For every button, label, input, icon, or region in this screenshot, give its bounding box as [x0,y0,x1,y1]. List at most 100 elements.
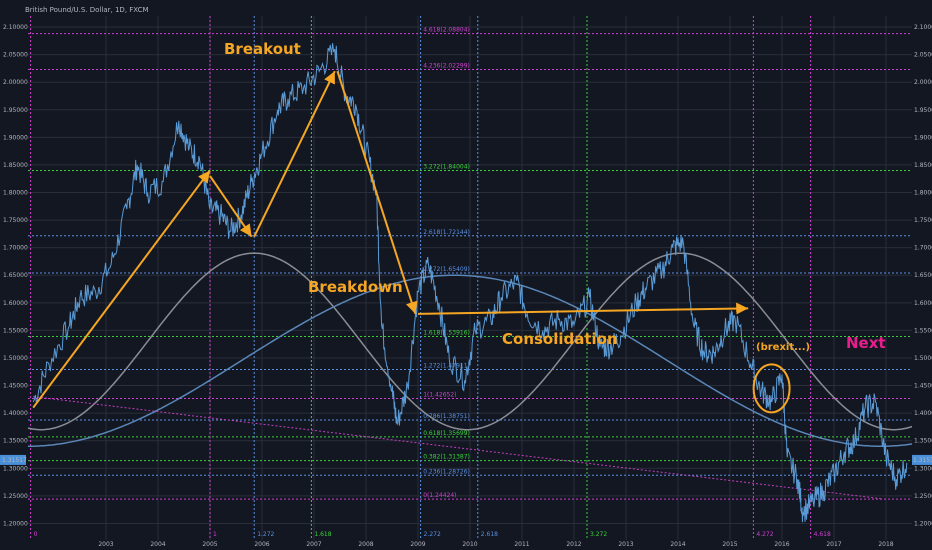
x-tick-label: 2016 [774,541,789,548]
x-tick-label: 2014 [670,541,685,548]
fib-level-label: 0(1.24424) [423,492,456,499]
trend-arrow [209,175,253,238]
overlays [27,252,913,500]
y-tick-label-left: 1.45000 [3,383,28,390]
y-tick-label-right: 1.35000 [914,438,932,445]
x-tick-label: 2004 [150,541,165,548]
y-tick-label-right: 1.40000 [914,410,932,417]
grid [28,16,912,540]
time-fib-label: 2.272 [424,531,441,538]
y-tick-label-right: 1.95000 [914,107,932,114]
time-fib-label: 3.272 [590,531,607,538]
y-tick-label-right: 2.00000 [914,79,932,86]
y-tick-label-right: 1.90000 [914,134,932,141]
y-tick-label-left: 1.75000 [3,217,28,224]
fib-level-label: 0.786(1.38751) [423,413,470,420]
x-tick-label: 2003 [98,541,113,548]
cycle-curve-short [27,252,913,431]
y-tick-label-right: 1.85000 [914,162,932,169]
y-tick-label-left: 1.80000 [3,190,28,197]
y-tick-label-left: 2.00000 [3,79,28,86]
time-fib-label: 1.618 [314,531,331,538]
last-price-badge-left [0,454,26,465]
x-tick-label: 2007 [306,541,321,548]
annotation-text: Consolidation [502,330,618,348]
x-axis: 2003 2004 2005 2006 2007 2008 2009 2010 2011 2012… [98,541,893,548]
y-tick-label-left: 1.90000 [3,134,28,141]
last-price-label-left: 1.31517 [2,457,27,464]
fib-level-label: 0.236(1.28726) [423,468,470,475]
x-tick-label: 2017 [826,541,841,548]
fib-level-label: 0.618(1.35699) [423,430,470,437]
annotation-text: Breakdown [308,278,403,296]
annotation-text: (brexit...) [756,342,810,353]
y-tick-label-left: 1.85000 [3,162,28,169]
y-axis: 2.10000 2.10000 2.05000 2.05000 2.00000 2.000… [0,24,932,527]
x-tick-label: 2008 [358,541,373,548]
y-tick-label-left: 1.20000 [3,520,28,527]
fib-level-label: 1(1.42652) [423,392,456,399]
y-tick-label-right: 1.70000 [914,245,932,252]
y-tick-label-left: 1.30000 [3,465,28,472]
y-tick-label-right: 1.80000 [914,190,932,197]
time-fib-label: 1 [213,531,217,538]
time-fib-label: 1.272 [257,531,274,538]
x-tick-label: 2011 [514,541,529,548]
x-tick-label: 2018 [878,541,893,548]
fib-level-label: 1.618(1.53916) [423,329,470,336]
fib-level-label: 0.382(1.31387) [423,454,470,461]
y-tick-label-left: 1.40000 [3,410,28,417]
y-tick-label-left: 1.35000 [3,438,28,445]
y-tick-label-right: 1.60000 [914,300,932,307]
y-tick-label-right: 2.05000 [914,52,932,59]
cycle-curve-long [28,274,913,447]
fib-level-label: 4.236(2.02299) [423,63,470,70]
annotations: Breakout Breakdown Consolidation (brexit...… [32,40,886,414]
time-fib-label: 4.618 [814,531,831,538]
fib-level-label: 3.272(1.84004) [423,163,470,170]
time-fib-label: 4.272 [756,531,773,538]
brexit-circle [752,363,791,414]
y-tick-label-right: 1.65000 [914,272,932,279]
series [32,43,908,523]
y-tick-label-right: 1.30000 [914,465,932,472]
y-tick-label-right: 1.20000 [914,520,932,527]
y-tick-label-right: 1.25000 [914,493,932,500]
y-tick-label-right: 1.55000 [914,327,932,334]
fib-level-label: 2.272(1.65409) [423,266,470,273]
last-price-badge-right [912,454,932,465]
fib-levels: 4.618(2.08804) 4.236(2.02299) 3.272(1.8400… [28,27,912,500]
trend-arrow [417,302,749,315]
x-tick-label: 2005 [202,541,217,548]
y-tick-label-left: 1.65000 [3,272,28,279]
x-tick-label: 2009 [410,541,425,548]
y-tick-label-right: 1.50000 [914,355,932,362]
x-tick-label: 2012 [566,541,581,548]
fib-level-label: 2.618(1.72144) [423,229,470,236]
time-fib-label: 0 [34,531,38,538]
y-tick-label-right: 1.45000 [914,383,932,390]
x-tick-label: 2010 [462,541,477,548]
y-tick-label-left: 1.95000 [3,107,28,114]
y-tick-label-left: 1.55000 [3,327,28,334]
x-tick-label: 2015 [722,541,737,548]
annotation-text: Next [846,334,886,352]
chart-title: British Pound/U.S. Dollar, 1D, FXCM [25,6,149,14]
time-fib-label: 2.618 [481,531,498,538]
y-tick-label-right: 1.75000 [914,217,932,224]
x-tick-label: 2013 [618,541,633,548]
y-tick-label-left: 1.25000 [3,493,28,500]
y-tick-label-left: 1.50000 [3,355,28,362]
y-tick-label-left: 2.05000 [3,52,28,59]
trend-arrow [32,169,211,409]
trend-arrow [253,70,336,238]
price-series-line [32,43,908,523]
trend-arrow [336,70,418,315]
last-price-label-right: 1.31517 [913,457,932,464]
y-tick-label-left: 1.60000 [3,300,28,307]
x-tick-label: 2006 [254,541,269,548]
annotation-text: Breakout [224,40,301,58]
time-fib-lines: 0 1 1.272 1.618 2.272 2.618 3.272 4.272 4.618 [30,16,831,540]
y-tick-label-right: 2.10000 [914,24,932,31]
y-tick-label-left: 1.70000 [3,245,28,252]
